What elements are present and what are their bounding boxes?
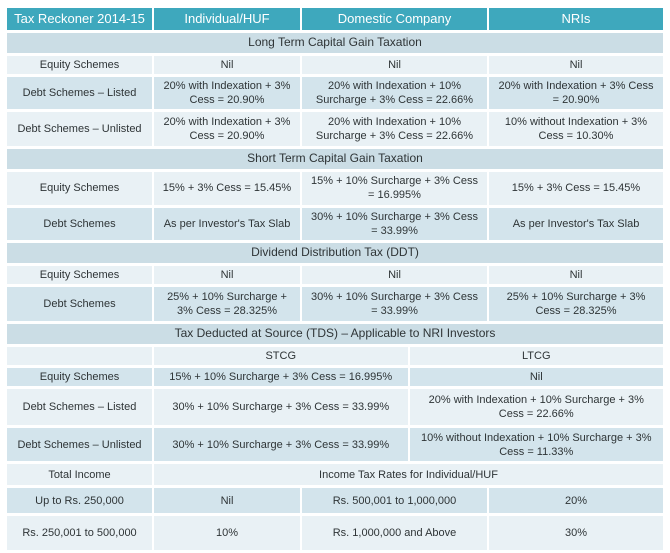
row-income-slab-1: Up to Rs. 250,000 Nil Rs. 500,001 to 1,0… [7,488,663,514]
row-tds-subheader: STCG LTCG [7,346,663,366]
value-cell: 30% + 10% Surcharge + 3% Cess = 33.99% [154,389,408,426]
value-cell: Nil [302,55,487,74]
section-tds: Tax Deducted at Source (TDS) – Applicabl… [7,324,663,344]
empty-cell [7,346,152,366]
row-label: Debt Schemes – Unlisted [7,112,152,147]
row-label: Debt Schemes [7,287,152,322]
value-cell: Rs. 1,000,000 and Above [302,516,487,551]
section-ltcg: Long Term Capital Gain Taxation [7,33,663,53]
column-header-individual-huf: Individual/HUF [154,8,300,30]
value-cell: 30% + 10% Surcharge + 3% Cess = 33.99% [302,287,487,322]
row-ddt-equity: Equity Schemes Nil Nil Nil [7,265,663,285]
row-label: Equity Schemes [7,368,152,387]
row-label: Debt Schemes – Unlisted [7,428,152,462]
value-cell: 20% with Indexation + 10% Surcharge + 3%… [409,389,663,426]
value-cell: Nil [302,265,487,285]
value-cell: 20% with Indexation + 10% Surcharge + 3%… [302,76,487,110]
value-cell: Rs. 500,001 to 1,000,000 [302,488,487,514]
row-ddt-debt: Debt Schemes 25% + 10% Surcharge + 3% Ce… [7,287,663,322]
value-cell: 10% [154,516,300,551]
value-cell: 15% + 3% Cess = 15.45% [489,172,663,205]
row-ltcg-debt-unlisted: Debt Schemes – Unlisted 20% with Indexat… [7,112,663,147]
row-label: Equity Schemes [7,265,152,285]
row-stcg-debt: Debt Schemes As per Investor's Tax Slab … [7,207,663,241]
header-row: Tax Reckoner 2014-15 Individual/HUF Dome… [7,8,663,30]
value-cell: 30% [489,516,663,551]
value-cell: Nil [489,55,663,74]
row-ltcg-equity: Equity Schemes Nil Nil Nil [7,55,663,74]
value-cell: 20% [489,488,663,514]
value-cell: 15% + 3% Cess = 15.45% [154,172,300,205]
subcolumn-header-stcg: STCG [154,346,408,366]
value-cell: As per Investor's Tax Slab [154,207,300,241]
row-label: Debt Schemes [7,207,152,241]
value-cell: Nil [154,55,300,74]
row-label: Equity Schemes [7,55,152,74]
value-cell: 20% with Indexation + 10% Surcharge + 3%… [302,112,487,147]
value-cell: 20% with Indexation + 3% Cess = 20.90% [154,76,300,110]
value-cell: 20% with Indexation + 3% Cess = 20.90% [489,76,663,110]
row-label: Rs. 250,001 to 500,000 [7,516,152,551]
section-title: Long Term Capital Gain Taxation [7,33,663,53]
value-cell: 30% + 10% Surcharge + 3% Cess = 33.99% [302,207,487,241]
row-label: Debt Schemes – Listed [7,76,152,110]
value-cell: Nil [154,265,300,285]
column-header-nris: NRIs [489,8,663,30]
row-tds-debt-listed: Debt Schemes – Listed 30% + 10% Surcharg… [7,389,663,426]
value-cell: As per Investor's Tax Slab [489,207,663,241]
column-header-domestic-company: Domestic Company [302,8,487,30]
row-ltcg-debt-listed: Debt Schemes – Listed 20% with Indexatio… [7,76,663,110]
row-label: Up to Rs. 250,000 [7,488,152,514]
value-cell: 10% without Indexation + 10% Surcharge +… [409,428,663,462]
value-cell: 10% without Indexation + 3% Cess = 10.30… [489,112,663,147]
row-tds-debt-unlisted: Debt Schemes – Unlisted 30% + 10% Surcha… [7,428,663,462]
section-title: Dividend Distribution Tax (DDT) [7,243,663,263]
row-stcg-equity: Equity Schemes 15% + 3% Cess = 15.45% 15… [7,172,663,205]
section-title: Tax Deducted at Source (TDS) – Applicabl… [7,324,663,344]
row-label: Total Income [7,464,152,486]
income-tax-rates-header: Income Tax Rates for Individual/HUF [154,464,663,486]
section-title: Short Term Capital Gain Taxation [7,149,663,170]
row-total-income-header: Total Income Income Tax Rates for Indivi… [7,464,663,486]
section-stcg: Short Term Capital Gain Taxation [7,149,663,170]
row-tds-equity: Equity Schemes 15% + 10% Surcharge + 3% … [7,368,663,387]
value-cell: 15% + 10% Surcharge + 3% Cess = 16.995% [302,172,487,205]
tax-reckoner-table: Tax Reckoner 2014-15 Individual/HUF Dome… [7,8,663,553]
section-ddt: Dividend Distribution Tax (DDT) [7,243,663,263]
value-cell: 15% + 10% Surcharge + 3% Cess = 16.995% [154,368,408,387]
value-cell: 25% + 10% Surcharge + 3% Cess = 28.325% [154,287,300,322]
value-cell: 30% + 10% Surcharge + 3% Cess = 33.99% [154,428,408,462]
value-cell: 25% + 10% Surcharge + 3% Cess = 28.325% [489,287,663,322]
row-label: Debt Schemes – Listed [7,389,152,426]
subcolumn-header-ltcg: LTCG [409,346,663,366]
row-income-slab-2: Rs. 250,001 to 500,000 10% Rs. 1,000,000… [7,516,663,551]
value-cell: Nil [489,265,663,285]
table-title: Tax Reckoner 2014-15 [7,8,152,30]
value-cell: 20% with Indexation + 3% Cess = 20.90% [154,112,300,147]
value-cell: Nil [409,368,663,387]
row-label: Equity Schemes [7,172,152,205]
value-cell: Nil [154,488,300,514]
